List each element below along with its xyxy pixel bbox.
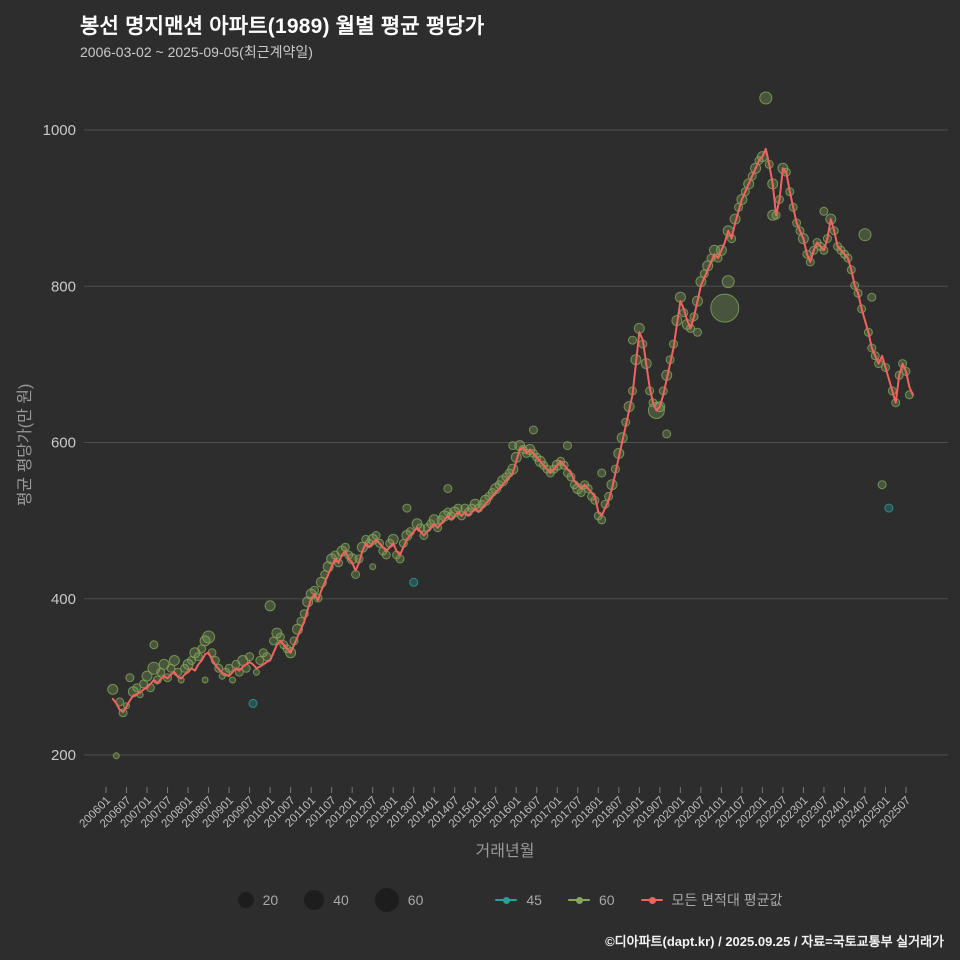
scatter-point[interactable] — [168, 655, 180, 666]
bubble-size-circle-icon — [237, 892, 254, 908]
scatter-point[interactable] — [858, 228, 872, 242]
scatter-point[interactable] — [107, 683, 119, 695]
scatter-point[interactable] — [402, 503, 412, 513]
legend-series-label: 모든 면적대 평균값 — [671, 892, 783, 908]
scatter-point[interactable] — [340, 542, 350, 552]
y-axis-title: 평균 평당가(만 원) — [16, 384, 34, 507]
scatter-point[interactable] — [224, 663, 234, 673]
scatter-point[interactable] — [867, 292, 877, 302]
legend-size-label: 60 — [407, 892, 424, 908]
scatter-point[interactable] — [819, 206, 829, 216]
legend-size-label: 20 — [262, 892, 279, 908]
legend-size-item: 20 — [237, 892, 279, 908]
scatter-point[interactable] — [112, 752, 120, 760]
legend-size-label: 40 — [333, 892, 349, 908]
scatter-point[interactable] — [528, 425, 538, 435]
scatter-point[interactable] — [141, 670, 153, 682]
series-marker-icon — [495, 896, 518, 904]
series-marker-icon — [567, 896, 590, 904]
scatter-point[interactable] — [262, 652, 272, 662]
credit-footer: ©디아파트(dapt.kr) / 2025.09.25 / 자료=국토교통부 실… — [605, 934, 944, 949]
scatter-point[interactable] — [721, 275, 735, 289]
chart-plot[interactable]: 2004006008001000200601200607200701200707… — [0, 0, 960, 880]
scatter-point[interactable] — [229, 676, 236, 684]
legend-group-divider — [449, 900, 469, 901]
scatter-point[interactable] — [310, 585, 319, 595]
scatter-point[interactable] — [371, 531, 381, 540]
scatter-point[interactable] — [149, 640, 159, 650]
y-tick-label: 200 — [51, 747, 76, 764]
scatter-point[interactable] — [255, 656, 265, 665]
scatter-point[interactable] — [395, 554, 405, 564]
scatter-point[interactable] — [264, 600, 276, 612]
scatter-point[interactable] — [132, 683, 142, 693]
legend-size-item: 60 — [374, 888, 424, 912]
y-tick-label: 800 — [51, 278, 76, 295]
scatter-point[interactable] — [381, 550, 391, 560]
scatter-point[interactable] — [351, 570, 361, 579]
bubble-size-circle-icon — [374, 888, 399, 912]
legend-series-item[interactable]: 모든 면적대 평균값 — [640, 890, 783, 910]
bubble-size-circle-icon — [304, 890, 325, 910]
scatter-point[interactable] — [710, 293, 740, 323]
scatter-point[interactable] — [275, 632, 285, 642]
scatter-point[interactable] — [884, 503, 894, 513]
scatter-point[interactable] — [759, 91, 773, 105]
page-title: 봉선 명지맨션 아파트(1989) 월별 평균 평당가 — [80, 15, 485, 38]
y-tick-label: 400 — [51, 591, 76, 608]
scatter-point[interactable] — [369, 563, 377, 571]
scatter-point[interactable] — [597, 515, 607, 525]
scatter-point[interactable] — [409, 577, 419, 587]
data-marks — [107, 91, 914, 760]
axes-and-grid: 2004006008001000200601200607200701200707… — [43, 122, 948, 830]
legend-series-label: 45 — [526, 892, 542, 908]
scatter-point[interactable] — [877, 480, 887, 490]
scatter-point[interactable] — [252, 668, 260, 676]
scatter-point[interactable] — [628, 335, 637, 345]
legend-series-label: 60 — [598, 892, 615, 908]
y-tick-label: 1000 — [43, 122, 76, 139]
legend-series-item[interactable]: 60 — [567, 892, 615, 908]
scatter-point[interactable] — [193, 652, 203, 662]
scatter-point[interactable] — [201, 676, 209, 684]
y-tick-label: 600 — [51, 435, 76, 452]
date-range-subtitle: 2006-03-02 ~ 2025-09-05(최근계약일) — [80, 44, 313, 60]
scatter-point[interactable] — [202, 630, 216, 644]
scatter-point[interactable] — [693, 327, 702, 337]
legend-series-item[interactable]: 45 — [495, 892, 542, 908]
scatter-point[interactable] — [443, 484, 453, 494]
legend-size-item: 40 — [304, 890, 349, 910]
scatter-point[interactable] — [248, 698, 258, 708]
scatter-point[interactable] — [125, 673, 135, 683]
scatter-point[interactable] — [597, 468, 607, 478]
series-marker-icon — [640, 896, 663, 904]
scatter-point[interactable] — [563, 441, 572, 451]
chart-legend: 20 40 60 45 60 모든 면적대 평균값 — [30, 888, 960, 912]
average-price-line — [111, 147, 914, 713]
x-axis-title: 거래년월 — [476, 842, 535, 860]
scatter-point[interactable] — [662, 429, 672, 439]
scatter-point[interactable] — [245, 652, 255, 662]
